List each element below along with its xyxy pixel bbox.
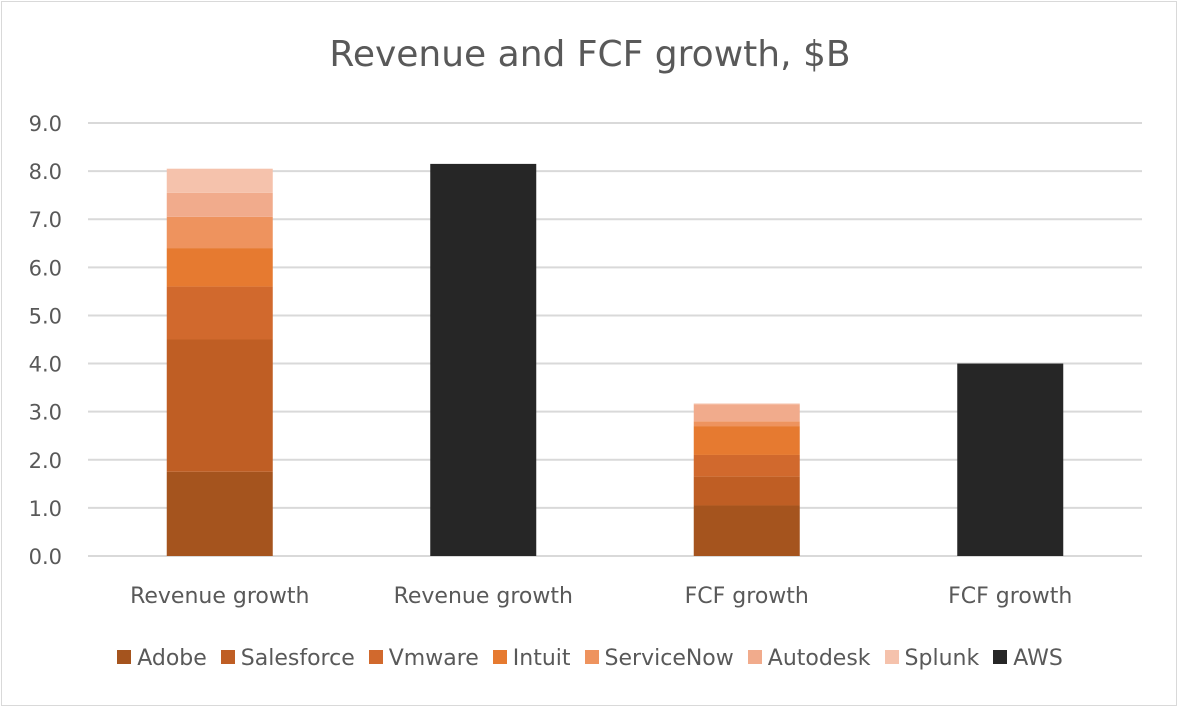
legend-item-aws: AWS [993, 646, 1063, 671]
y-tick-label: 6.0 [29, 256, 62, 280]
bar-segment-servicenow [166, 216, 273, 249]
y-tick-label: 4.0 [29, 353, 62, 377]
legend-swatch [884, 650, 899, 664]
legend-label: Splunk [904, 646, 980, 671]
legend-item-autodesk: Autodesk [747, 646, 871, 671]
bar-segment-salesforce [166, 339, 273, 472]
bar-segment-servicenow [693, 421, 800, 427]
y-tick-label: 9.0 [29, 112, 62, 136]
bar-segment-intuit [693, 426, 800, 455]
bar-segment-adobe [693, 505, 800, 556]
legend-item-splunk: Splunk [884, 646, 980, 671]
legend-swatch [584, 650, 599, 664]
y-tick-label: 8.0 [29, 160, 62, 184]
bar-segment-vmware [166, 286, 273, 340]
legend-item-adobe: Adobe [117, 646, 207, 671]
y-tick-label: 3.0 [29, 401, 62, 425]
legend-swatch [220, 650, 235, 664]
legend-item-salesforce: Salesforce [220, 646, 355, 671]
legend-label: Adobe [137, 646, 207, 671]
bar-segment-intuit [166, 248, 273, 287]
bar-segment-salesforce [693, 476, 800, 506]
legend-label: Intuit [512, 646, 571, 671]
legend-swatch [368, 650, 383, 664]
x-category-label: FCF growth [948, 584, 1072, 609]
y-tick-label: 1.0 [29, 497, 62, 521]
legend-item-servicenow: ServiceNow [584, 646, 734, 671]
legend-swatch [993, 650, 1008, 664]
x-category-label: FCF growth [685, 584, 809, 609]
legend-label: Vmware [388, 646, 479, 671]
x-category-label: Revenue growth [130, 584, 309, 609]
legend-label: Salesforce [240, 646, 355, 671]
x-category-label: Revenue growth [394, 584, 573, 609]
bar-segment-vmware [693, 454, 800, 477]
y-tick-label: 0.0 [29, 545, 62, 569]
legend-swatch [117, 650, 132, 664]
bar-segment-autodesk [693, 404, 800, 422]
y-tick-label: 5.0 [29, 304, 62, 328]
legend-item-vmware: Vmware [368, 646, 479, 671]
chart-legend: Adobe Salesforce Vmware Intuit ServiceNow Aut… [0, 646, 1180, 671]
legend-item-intuit: Intuit [492, 646, 571, 671]
legend-swatch [747, 650, 762, 664]
bar-segment-splunk [166, 168, 273, 193]
bar-segment-adobe [166, 471, 273, 556]
legend-label: ServiceNow [604, 646, 734, 671]
bar-segment-splunk [693, 403, 800, 405]
bar-segment-aws [957, 363, 1064, 556]
bar-segment-aws [430, 163, 537, 556]
legend-swatch [492, 650, 507, 664]
bar-segment-autodesk [166, 192, 273, 217]
chart-title: Revenue and FCF growth, $B [329, 34, 851, 75]
y-tick-label: 2.0 [29, 449, 62, 473]
legend-label: AWS [1013, 646, 1063, 671]
y-tick-label: 7.0 [29, 208, 62, 232]
legend-label: Autodesk [767, 646, 871, 671]
